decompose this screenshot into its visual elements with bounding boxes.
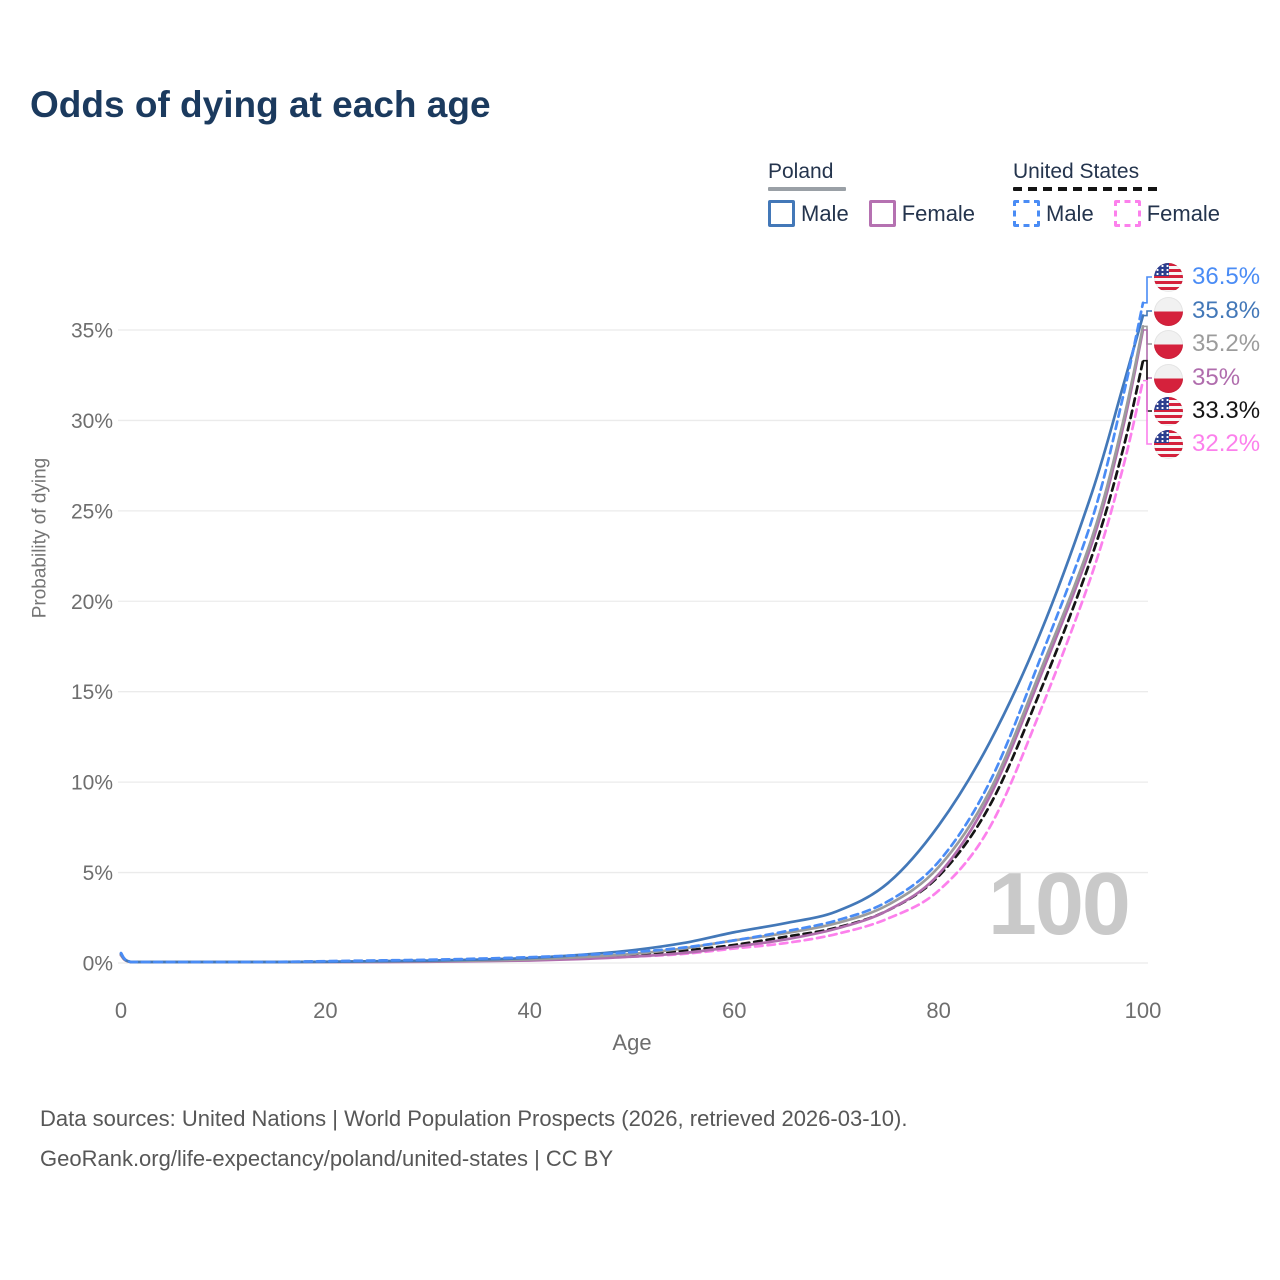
y-tick-label: 15%: [71, 681, 113, 704]
y-tick-label: 25%: [71, 500, 113, 523]
end-label-value: 35.8%: [1192, 297, 1261, 324]
legend-item-poland-male[interactable]: Male: [768, 200, 849, 227]
x-axis-title: Age: [612, 1030, 652, 1055]
poland-flag-icon: [1154, 296, 1183, 326]
us-male-swatch-icon: [1013, 200, 1040, 227]
x-tick-label: 80: [926, 998, 950, 1023]
y-tick-label: 20%: [71, 591, 113, 614]
end-label-poland-male: 35.8%: [1154, 295, 1260, 327]
legend-item-us-male[interactable]: Male: [1013, 200, 1094, 227]
legend-item-us-female[interactable]: Female: [1113, 200, 1221, 227]
end-label-united-states-total: 33.3%: [1154, 395, 1260, 427]
end-label-value: 33.3%: [1192, 397, 1261, 424]
y-tick-label: 35%: [71, 319, 113, 342]
legend-item-label: Female: [901, 200, 976, 226]
poland-female-swatch-icon: [868, 200, 896, 227]
end-label-united-states-female: 32.2%: [1154, 428, 1260, 460]
end-label-poland-female: 35%: [1154, 362, 1240, 394]
x-tick-label: 0: [115, 998, 127, 1023]
x-tick-label: 20: [313, 998, 337, 1023]
legend-item-poland-female[interactable]: Female: [868, 200, 976, 227]
end-label-value: 35%: [1192, 364, 1241, 391]
y-tick-label: 30%: [71, 410, 113, 433]
leader-line: [1143, 379, 1152, 445]
attribution-text: GeoRank.org/life-expectancy/poland/unite…: [40, 1146, 614, 1171]
legend-group-united-states: United States Male Female: [1013, 160, 1240, 227]
legend-item-label: Male: [801, 200, 849, 226]
x-tick-label: 60: [722, 998, 746, 1023]
us-dashed-line-swatch: [1013, 187, 1160, 191]
age-watermark: 100: [988, 854, 1131, 953]
y-axis-title: Probability of dying: [29, 457, 51, 619]
data-sources-text: Data sources: United Nations | World Pop…: [40, 1106, 908, 1131]
series-line-united-states-male: [119, 301, 1145, 964]
end-label-value: 35.2%: [1192, 330, 1261, 357]
us-flag-icon: [1154, 396, 1183, 426]
end-label-poland-total: 35.2%: [1154, 328, 1260, 360]
y-tick-label: 0%: [83, 953, 113, 976]
legend-item-label: Female: [1146, 200, 1221, 226]
end-label-united-states-male: 36.5%: [1154, 261, 1260, 293]
legend-group-title-united-states: United States: [1013, 160, 1140, 183]
poland-male-swatch-icon: [768, 200, 795, 227]
legend-group-title-poland: Poland: [768, 160, 834, 183]
leader-line: [1143, 329, 1152, 379]
x-tick-label: 100: [1125, 998, 1162, 1023]
x-tick-label: 40: [518, 998, 542, 1023]
legend-item-label: Male: [1046, 200, 1094, 226]
leader-line: [1143, 310, 1152, 317]
legend-group-poland: Poland Male Female: [768, 160, 995, 227]
poland-flag-icon: [1154, 329, 1183, 359]
end-label-value: 36.5%: [1192, 263, 1261, 290]
y-tick-label: 5%: [83, 862, 113, 885]
end-label-value: 32.2%: [1192, 430, 1261, 457]
us-female-swatch-icon: [1113, 200, 1141, 227]
page-title: Odds of dying at each age: [30, 84, 491, 125]
us-flag-icon: [1154, 262, 1183, 292]
us-flag-icon: [1154, 429, 1183, 459]
poland-flag-icon: [1154, 363, 1183, 393]
leader-line: [1143, 276, 1152, 304]
y-tick-label: 10%: [71, 772, 113, 795]
poland-solid-line-swatch: [768, 187, 846, 191]
